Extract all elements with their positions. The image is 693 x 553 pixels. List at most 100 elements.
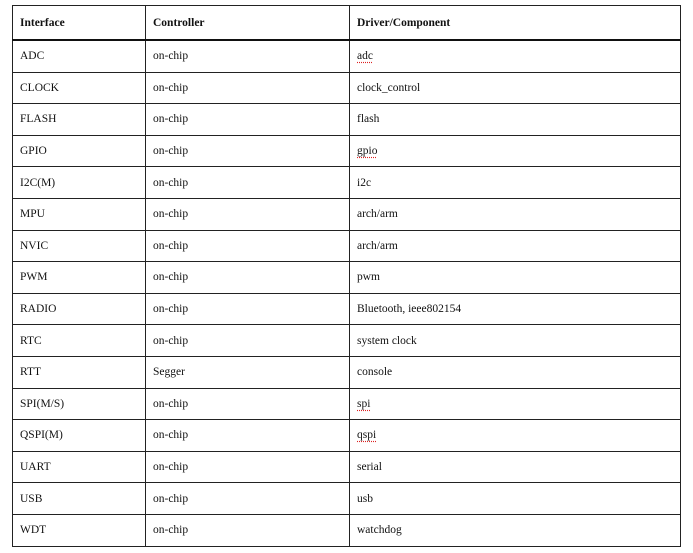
cell-driver: console — [349, 355, 681, 389]
cell-interface: MPU — [12, 197, 146, 231]
cell-controller: on-chip — [145, 39, 350, 73]
cell-controller-text: on-chip — [153, 397, 189, 410]
table-header-row: Interface Controller Driver/Component — [12, 5, 681, 41]
cell-driver-text: spi — [357, 397, 371, 410]
cell-controller-text: on-chip — [153, 461, 189, 474]
table-row: FLASH on-chip flash — [12, 103, 681, 136]
table-row: MPU on-chip arch/arm — [12, 197, 681, 231]
cell-driver: gpio — [349, 134, 681, 168]
cell-interface: I2C(M) — [12, 166, 146, 199]
cell-controller: on-chip — [145, 292, 350, 326]
cell-driver-text: clock_control — [357, 81, 421, 94]
cell-interface: NVIC — [12, 229, 146, 263]
cell-controller: on-chip — [145, 419, 350, 452]
cell-controller: on-chip — [145, 71, 350, 105]
table-row: SPI(M/S) on-chip spi — [12, 387, 681, 421]
header-controller: Controller — [145, 5, 350, 41]
cell-interface: PWM — [12, 261, 146, 294]
cell-interface-text: ADC — [20, 50, 45, 63]
cell-interface: QSPI(M) — [12, 419, 146, 452]
cell-driver: serial — [349, 450, 681, 484]
cell-controller: on-chip — [145, 197, 350, 231]
cell-driver: qspi — [349, 419, 681, 452]
cell-interface-text: UART — [20, 461, 51, 474]
table-row: ADC on-chip adc — [12, 39, 681, 73]
cell-interface-text: I2C(M) — [20, 176, 56, 189]
cell-controller: on-chip — [145, 387, 350, 421]
cell-controller-text: on-chip — [153, 429, 189, 442]
cell-driver-text: system clock — [357, 334, 417, 347]
cell-interface-text: MPU — [20, 208, 45, 221]
cell-driver-text: qspi — [357, 429, 377, 442]
cell-controller: on-chip — [145, 134, 350, 168]
cell-controller: Segger — [145, 355, 350, 389]
cell-interface-text: CLOCK — [20, 81, 59, 94]
cell-driver: usb — [349, 482, 681, 515]
cell-driver-text: usb — [357, 492, 373, 505]
table-row: I2C(M) on-chip i2c — [12, 166, 681, 199]
cell-driver: system clock — [349, 324, 681, 357]
cell-controller: on-chip — [145, 482, 350, 515]
cell-interface-text: WDT — [20, 524, 47, 537]
cell-driver: Bluetooth, ieee802154 — [349, 292, 681, 326]
cell-driver-text: pwm — [357, 271, 380, 284]
cell-interface: ADC — [12, 39, 146, 73]
cell-interface: GPIO — [12, 134, 146, 168]
cell-driver-text: adc — [357, 50, 373, 63]
cell-driver-text: Bluetooth, ieee802154 — [357, 303, 462, 316]
cell-controller: on-chip — [145, 166, 350, 199]
cell-interface-text: SPI(M/S) — [20, 397, 65, 410]
table-row: CLOCK on-chip clock_control — [12, 71, 681, 105]
cell-controller-text: on-chip — [153, 208, 189, 221]
table-row: RADIO on-chip Bluetooth, ieee802154 — [12, 292, 681, 326]
cell-interface: USB — [12, 482, 146, 515]
cell-interface: FLASH — [12, 103, 146, 136]
cell-controller: on-chip — [145, 450, 350, 484]
cell-driver-text: gpio — [357, 145, 378, 158]
table-row: PWM on-chip pwm — [12, 261, 681, 294]
table-row: GPIO on-chip gpio — [12, 134, 681, 168]
cell-controller: on-chip — [145, 103, 350, 136]
cell-driver: arch/arm — [349, 197, 681, 231]
cell-controller: on-chip — [145, 261, 350, 294]
cell-controller-text: on-chip — [153, 492, 189, 505]
table-row: RTT Segger console — [12, 355, 681, 389]
table-row: UART on-chip serial — [12, 450, 681, 484]
cell-driver: i2c — [349, 166, 681, 199]
cell-driver-text: console — [357, 366, 393, 379]
cell-interface-text: GPIO — [20, 145, 47, 158]
cell-controller-text: on-chip — [153, 334, 189, 347]
cell-driver-text: arch/arm — [357, 208, 398, 221]
cell-driver: adc — [349, 39, 681, 73]
table-row: RTC on-chip system clock — [12, 324, 681, 357]
cell-interface: RTC — [12, 324, 146, 357]
cell-driver-text: watchdog — [357, 524, 402, 537]
cell-driver: arch/arm — [349, 229, 681, 263]
cell-interface-text: PWM — [20, 271, 48, 284]
cell-controller-text: on-chip — [153, 176, 189, 189]
cell-driver: spi — [349, 387, 681, 421]
table-row: NVIC on-chip arch/arm — [12, 229, 681, 263]
cell-controller: on-chip — [145, 513, 350, 547]
cell-controller-text: on-chip — [153, 239, 189, 252]
cell-interface: CLOCK — [12, 71, 146, 105]
cell-driver-text: arch/arm — [357, 239, 398, 252]
cell-interface: RTT — [12, 355, 146, 389]
cell-controller-text: on-chip — [153, 145, 189, 158]
cell-controller: on-chip — [145, 324, 350, 357]
cell-controller-text: Segger — [153, 366, 185, 379]
cell-controller-text: on-chip — [153, 81, 189, 94]
cell-interface: UART — [12, 450, 146, 484]
cell-controller-text: on-chip — [153, 50, 189, 63]
cell-interface-text: RTC — [20, 334, 42, 347]
cell-interface-text: RADIO — [20, 303, 57, 316]
cell-controller-text: on-chip — [153, 271, 189, 284]
cell-driver-text: flash — [357, 113, 380, 126]
cell-driver: pwm — [349, 261, 681, 294]
table-row: USB on-chip usb — [12, 482, 681, 515]
table-row: QSPI(M) on-chip qspi — [12, 419, 681, 452]
header-driver: Driver/Component — [349, 5, 681, 41]
cell-interface-text: USB — [20, 492, 43, 505]
cell-driver: clock_control — [349, 71, 681, 105]
cell-driver-text: serial — [357, 461, 382, 474]
